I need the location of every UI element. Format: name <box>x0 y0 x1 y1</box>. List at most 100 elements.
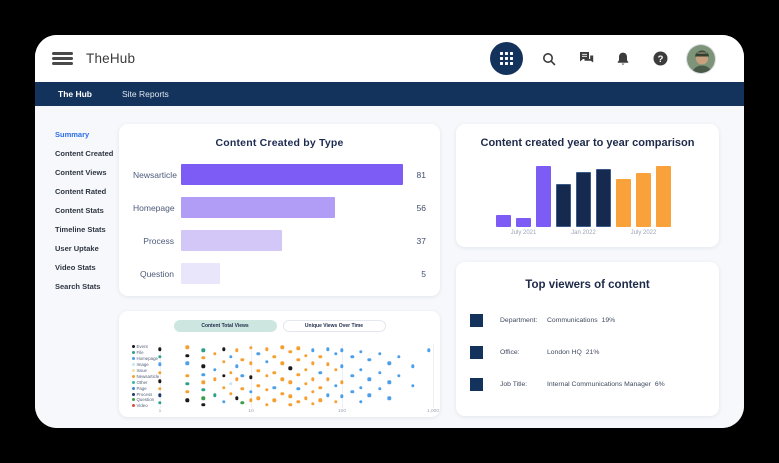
legend-dot <box>132 392 135 396</box>
yoy-bar <box>556 184 571 227</box>
yoy-tick-label: July 2021 <box>510 230 537 236</box>
scatter-point <box>221 385 226 390</box>
hbar-bar <box>181 230 283 251</box>
nav-item-the-hub[interactable]: The Hub <box>58 89 92 99</box>
scatter-point <box>158 347 162 351</box>
scatter-point <box>221 360 226 364</box>
scatter-point <box>249 375 253 379</box>
scatter-point <box>397 355 401 359</box>
scatter-point <box>326 377 330 381</box>
scatter-point <box>378 371 382 375</box>
legend-item-other: Other <box>132 379 159 385</box>
section-nav: The Hub Site Reports <box>35 82 744 106</box>
sidebar-item-content-views[interactable]: Content Views <box>55 168 107 177</box>
scatter-point <box>340 364 344 369</box>
sidebar-item-video-stats[interactable]: Video Stats <box>55 263 96 272</box>
sidebar-item-user-uptake[interactable]: User Uptake <box>55 244 99 253</box>
scatter-point <box>185 353 190 358</box>
scatter-point <box>318 398 323 403</box>
scatter-point <box>288 380 292 385</box>
hbar-track <box>181 197 409 218</box>
scatter-point <box>201 373 206 377</box>
tab-content-total-views[interactable]: Content Total Views <box>173 320 277 332</box>
scatter-point <box>288 394 292 399</box>
scatter-point <box>201 356 206 360</box>
scatter-point <box>158 393 162 397</box>
scatter-point <box>333 383 338 388</box>
category-square-icon <box>470 345 483 359</box>
chat-button[interactable] <box>575 48 597 70</box>
hbar-row-homepage: Homepage 56 <box>133 191 426 224</box>
help-button[interactable]: ? <box>649 48 671 70</box>
scatter-point <box>221 347 226 351</box>
scatter-point <box>358 399 363 404</box>
hbar-row-newsarticle: Newsarticle 81 <box>133 158 426 191</box>
scatter-point <box>213 377 217 381</box>
legend-label: Newsarticle <box>136 373 160 379</box>
sidebar-item-content-created[interactable]: Content Created <box>55 149 114 158</box>
search-icon <box>543 52 556 65</box>
legend-item-newsarticle: Newsarticle <box>132 373 159 379</box>
scatter-point <box>296 399 300 404</box>
sidebar-item-content-rated[interactable]: Content Rated <box>55 187 107 196</box>
sidebar-item-summary[interactable]: Summary <box>55 130 90 139</box>
content-views-card: Content Total Views Unique Views Over Ti… <box>119 311 440 417</box>
scatter-plot <box>158 344 434 408</box>
scatter-point <box>340 394 344 399</box>
legend-label: Image <box>136 362 149 368</box>
scatter-point <box>358 367 363 372</box>
scatter-point <box>311 377 315 381</box>
yoy-chart <box>496 166 671 227</box>
top-viewer-row-job-title: Job Title: Internal Communications Manage… <box>456 368 719 400</box>
legend-dot <box>132 345 135 349</box>
legend-dot <box>132 398 135 402</box>
sidebar-item-content-stats[interactable]: Content Stats <box>55 206 104 215</box>
bell-icon <box>617 52 629 65</box>
apps-grid-button[interactable] <box>490 42 523 75</box>
scatter-point <box>213 393 217 397</box>
scatter-point <box>311 348 315 353</box>
notifications-button[interactable] <box>612 48 634 70</box>
sidebar-item-search-stats[interactable]: Search Stats <box>55 282 101 291</box>
top-viewer-value: London HQ <box>547 348 582 356</box>
scatter-point <box>265 374 269 378</box>
scatter-point <box>235 396 239 401</box>
scatter-point <box>387 396 391 401</box>
nav-item-site-reports[interactable]: Site Reports <box>122 89 169 99</box>
hbar-bar <box>181 164 404 185</box>
yoy-tick-label: Jan 2022 <box>571 230 596 236</box>
scatter-point <box>280 392 284 396</box>
search-button[interactable] <box>538 48 560 70</box>
legend-item-question: Question <box>132 397 159 403</box>
scatter-point <box>201 348 206 353</box>
legend-dot <box>132 369 135 372</box>
gridline <box>342 344 343 408</box>
hamburger-menu-icon[interactable] <box>52 52 73 65</box>
scatter-point <box>158 379 162 383</box>
scatter-point <box>350 390 355 394</box>
legend-item-image: Image <box>132 362 159 368</box>
scatter-point <box>201 364 206 369</box>
legend-item-event: Event <box>132 344 159 350</box>
yoy-title: Content created year to year comparison <box>480 137 695 149</box>
scatter-point <box>378 387 382 391</box>
scatter-point <box>221 374 226 378</box>
content-by-type-card: Content Created by Type Newsarticle 81 Hom… <box>119 124 440 296</box>
sidebar-item-timeline-stats[interactable]: Timeline Stats <box>55 225 106 234</box>
x-tick-label: 100 <box>337 409 347 414</box>
avatar[interactable] <box>686 43 716 74</box>
scatter-point <box>318 385 323 390</box>
top-viewers-title: Top viewers of content <box>525 279 650 291</box>
yoy-bar <box>516 218 531 227</box>
gridline <box>160 344 161 408</box>
scatter-point <box>229 355 233 359</box>
scatter-legend: Event File Homepage Image Issue Newsarticle Ot… <box>132 344 159 409</box>
scatter-point <box>185 398 190 403</box>
app-title: TheHub <box>86 51 136 66</box>
scatter-point <box>213 351 217 356</box>
tab-unique-views-over-time[interactable]: Unique Views Over Time <box>282 320 386 332</box>
top-viewer-percent: 6% <box>654 380 665 388</box>
scatter-point <box>397 374 401 378</box>
scatter-point <box>311 390 315 394</box>
